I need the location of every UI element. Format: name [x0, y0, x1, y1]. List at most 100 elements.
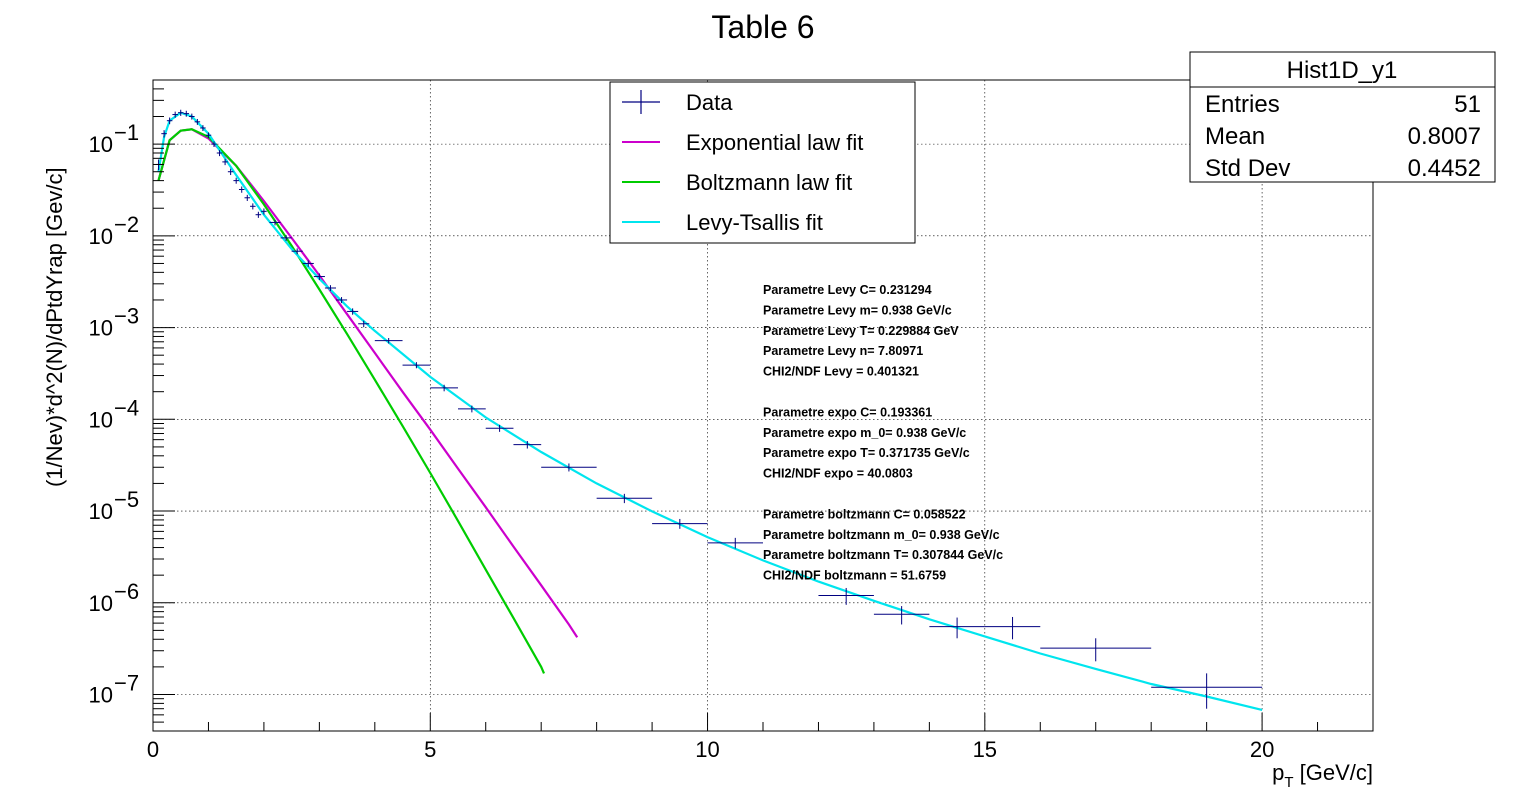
y-tick-exponent: −1 [114, 120, 139, 145]
data-point [177, 109, 184, 116]
data-point [313, 273, 325, 281]
stats-value-mean: 0.8007 [1408, 123, 1481, 150]
data-point [291, 248, 303, 255]
fit-parameter-label: Parametre boltzmann C= 0.058522 [763, 507, 966, 521]
fit-parameter-label: Parametre boltzmann T= 0.307844 GeV/c [763, 548, 1003, 562]
stats-value-entries: 51 [1454, 91, 1481, 118]
data-point [707, 537, 763, 549]
fit-parameter-label: Parametre expo T= 0.371735 GeV/c [763, 446, 970, 460]
fit-curve-exponential-law-fit [157, 128, 579, 638]
y-tick-label: 10 [89, 407, 113, 432]
x-tick-label: 15 [973, 737, 997, 762]
data-points [155, 109, 1263, 709]
fit-parameter-label: Parametre boltzmann m_0= 0.938 GeV/c [763, 528, 1000, 542]
fit-parameter-label: CHI2/NDF boltzmann = 51.6759 [763, 569, 946, 583]
data-point [172, 111, 178, 118]
y-axis-title: (1/Nev)*d^2(N)/dPtdYrap [Gev/c] [42, 167, 67, 487]
data-point [238, 186, 245, 193]
fit-parameter-label: Parametre Levy C= 0.231294 [763, 283, 932, 297]
data-point [261, 208, 267, 215]
fit-parameter-label: Parametre Levy n= 7.80971 [763, 344, 923, 358]
data-point [211, 141, 217, 148]
data-point [430, 384, 458, 392]
data-point [324, 285, 336, 292]
x-axis-title: pT [GeV/c] [1272, 760, 1373, 791]
y-tick-exponent: −5 [114, 487, 139, 512]
legend-label-data: Data [686, 90, 733, 115]
data-point [541, 463, 597, 472]
data-point [336, 297, 348, 304]
y-tick-exponent: −4 [114, 395, 139, 420]
data-point [250, 203, 256, 210]
data-point [402, 362, 431, 369]
data-point [200, 125, 206, 131]
x-tick-label: 5 [424, 737, 436, 762]
data-point [216, 150, 223, 157]
data-point [302, 260, 314, 267]
y-tick-label: 10 [89, 224, 113, 249]
data-point [873, 606, 930, 625]
stats-label-entries: Entries [1205, 91, 1280, 118]
data-point [244, 194, 251, 201]
fit-curves [157, 111, 1263, 711]
data-point [652, 518, 708, 529]
data-point [269, 219, 281, 226]
legend-label-boltzmann: Boltzmann law fit [686, 170, 852, 195]
data-point [233, 177, 239, 184]
data-point [1151, 673, 1263, 709]
data-point [161, 130, 167, 138]
data-point [984, 616, 1041, 640]
data-point [596, 493, 653, 504]
legend-entry-boltzmann: Boltzmann law fit [622, 170, 852, 195]
legend-label-exponential: Exponential law fit [686, 130, 863, 155]
stats-label-stddev: Std Dev [1205, 155, 1290, 182]
stats-box: Hist1D_y1 Entries 51 Mean 0.8007 Std Dev… [1189, 51, 1496, 183]
data-point [183, 110, 190, 117]
data-point [205, 132, 212, 139]
data-point [818, 587, 874, 605]
x-tick-label: 10 [695, 737, 719, 762]
data-point [374, 337, 403, 344]
y-tick-label: 10 [89, 499, 113, 524]
fit-parameter-label: Parametre Levy T= 0.229884 GeV [763, 324, 959, 338]
x-tick-label: 0 [147, 737, 159, 762]
y-tick-label: 10 [89, 591, 113, 616]
data-point [458, 405, 486, 413]
y-tick-exponent: −7 [114, 670, 139, 695]
legend: Data Exponential law fit Boltzmann law f… [609, 81, 916, 244]
fit-parameters: Parametre Levy C= 0.231294 Parametre Levy… [763, 283, 1003, 583]
y-tick-exponent: −2 [114, 212, 139, 237]
fit-parameter-label: Parametre expo m_0= 0.938 GeV/c [763, 426, 966, 440]
fit-parameter-label: CHI2/NDF Levy = 0.401321 [763, 365, 919, 379]
fit-curve-boltzmann-law-fit [157, 128, 546, 674]
data-point [1040, 638, 1152, 662]
data-point [189, 113, 195, 120]
chart-title: Table 6 [711, 9, 814, 45]
y-tick-exponent: −3 [114, 304, 139, 329]
y-tick-label: 10 [89, 682, 113, 707]
data-point [513, 441, 542, 449]
data-point [358, 320, 370, 328]
legend-entry-exponential: Exponential law fit [622, 130, 863, 155]
data-point [255, 211, 262, 218]
data-point [280, 235, 292, 241]
stats-value-stddev: 0.4452 [1408, 155, 1481, 182]
data-point [194, 118, 201, 125]
grid [153, 80, 1373, 731]
data-point [222, 158, 228, 166]
data-point [227, 168, 234, 176]
data-point [347, 308, 359, 315]
data-point [929, 617, 985, 639]
data-point [485, 424, 514, 432]
fit-curve-levy-tsallis-fit [157, 111, 1263, 711]
fit-parameter-label: CHI2/NDF expo = 40.0803 [763, 467, 913, 481]
stats-label-mean: Mean [1205, 123, 1265, 150]
y-tick-label: 10 [89, 132, 113, 157]
legend-label-levy: Levy-Tsallis fit [686, 210, 823, 235]
data-point [166, 117, 173, 125]
fit-parameter-label: Parametre Levy m= 0.938 GeV/c [763, 303, 952, 317]
legend-entry-data: Data [622, 90, 733, 115]
y-tick-label: 10 [89, 316, 113, 341]
